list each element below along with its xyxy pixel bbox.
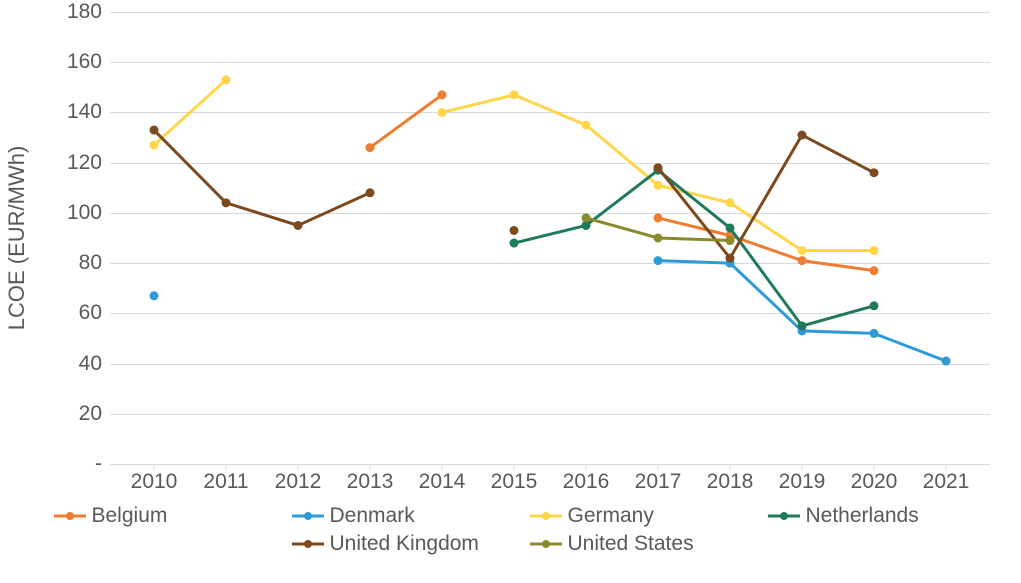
series-marker bbox=[366, 188, 375, 197]
lcoe-line-chart: LCOE (EUR/MWh) -20406080100120140160180 … bbox=[0, 0, 1021, 583]
x-tick-label: 2014 bbox=[419, 470, 466, 494]
series-marker bbox=[150, 126, 159, 135]
series-marker bbox=[654, 234, 663, 243]
series-marker bbox=[582, 121, 591, 130]
series-line bbox=[370, 95, 442, 148]
series-marker bbox=[870, 168, 879, 177]
series-marker bbox=[438, 90, 447, 99]
y-tick-label: 100 bbox=[67, 201, 102, 225]
legend-swatch bbox=[768, 509, 800, 523]
y-tick-label: 20 bbox=[79, 402, 102, 426]
legend-swatch bbox=[530, 537, 562, 551]
x-tick-label: 2020 bbox=[851, 470, 898, 494]
y-tick-label: 60 bbox=[79, 301, 102, 325]
series-marker bbox=[582, 213, 591, 222]
x-tick-label: 2015 bbox=[491, 470, 538, 494]
series-marker bbox=[222, 75, 231, 84]
x-tick-labels: 2010 2011 2012 2013 2014 2015 2016 2017 2018 2019… bbox=[110, 464, 990, 498]
series-layer bbox=[110, 12, 990, 464]
series-marker bbox=[798, 321, 807, 330]
legend: Belgium Denmark Germany Netherlands United K… bbox=[0, 504, 1021, 556]
y-tick-label: 180 bbox=[67, 0, 102, 24]
x-tick-label: 2013 bbox=[347, 470, 394, 494]
series-marker bbox=[510, 239, 519, 248]
series-marker bbox=[654, 256, 663, 265]
series-marker bbox=[654, 213, 663, 222]
series-marker bbox=[726, 236, 735, 245]
legend-swatch bbox=[530, 509, 562, 523]
x-tick-label: 2012 bbox=[275, 470, 322, 494]
legend-label: United Kingdom bbox=[330, 532, 479, 556]
series-marker bbox=[798, 131, 807, 140]
y-tick-labels: -20406080100120140160180 bbox=[0, 12, 110, 464]
x-tick-label: 2021 bbox=[923, 470, 970, 494]
series-marker bbox=[726, 198, 735, 207]
series-marker bbox=[510, 90, 519, 99]
y-tick-label: 120 bbox=[67, 151, 102, 175]
legend-swatch bbox=[54, 509, 86, 523]
series-marker bbox=[798, 246, 807, 255]
series-marker bbox=[654, 163, 663, 172]
legend-label: Belgium bbox=[92, 504, 168, 528]
series-marker bbox=[294, 221, 303, 230]
x-tick-label: 2017 bbox=[635, 470, 682, 494]
series-marker bbox=[510, 226, 519, 235]
y-tick-label: 140 bbox=[67, 100, 102, 124]
legend-item: United Kingdom bbox=[292, 532, 492, 556]
series-marker bbox=[438, 108, 447, 117]
x-tick-label: 2016 bbox=[563, 470, 610, 494]
series-line bbox=[154, 80, 226, 145]
plot-area bbox=[110, 12, 990, 464]
y-tick-label: 40 bbox=[79, 352, 102, 376]
series-marker bbox=[870, 329, 879, 338]
legend-label: Germany bbox=[568, 504, 654, 528]
series-marker bbox=[870, 246, 879, 255]
series-marker bbox=[942, 357, 951, 366]
series-line bbox=[658, 261, 946, 361]
series-marker bbox=[366, 143, 375, 152]
y-tick-label: 80 bbox=[79, 251, 102, 275]
legend-label: Netherlands bbox=[806, 504, 919, 528]
series-line bbox=[154, 130, 370, 225]
series-marker bbox=[222, 198, 231, 207]
series-marker bbox=[870, 266, 879, 275]
legend-item: Denmark bbox=[292, 504, 492, 528]
series-marker bbox=[726, 254, 735, 263]
x-tick-label: 2011 bbox=[203, 470, 248, 494]
legend-swatch bbox=[292, 509, 324, 523]
legend-label: Denmark bbox=[330, 504, 415, 528]
series-marker bbox=[870, 301, 879, 310]
series-marker bbox=[726, 223, 735, 232]
x-tick-label: 2019 bbox=[779, 470, 826, 494]
series-marker bbox=[150, 291, 159, 300]
y-tick-label: - bbox=[95, 452, 102, 476]
legend-item: Netherlands bbox=[768, 504, 968, 528]
legend-label: United States bbox=[568, 532, 694, 556]
legend-item: Germany bbox=[530, 504, 730, 528]
series-marker bbox=[798, 256, 807, 265]
series-marker bbox=[150, 141, 159, 150]
legend-swatch bbox=[292, 537, 324, 551]
x-tick-label: 2010 bbox=[131, 470, 178, 494]
legend-item: Belgium bbox=[54, 504, 254, 528]
x-tick-label: 2018 bbox=[707, 470, 754, 494]
legend-item: United States bbox=[530, 532, 730, 556]
y-tick-label: 160 bbox=[67, 50, 102, 74]
series-marker bbox=[654, 181, 663, 190]
